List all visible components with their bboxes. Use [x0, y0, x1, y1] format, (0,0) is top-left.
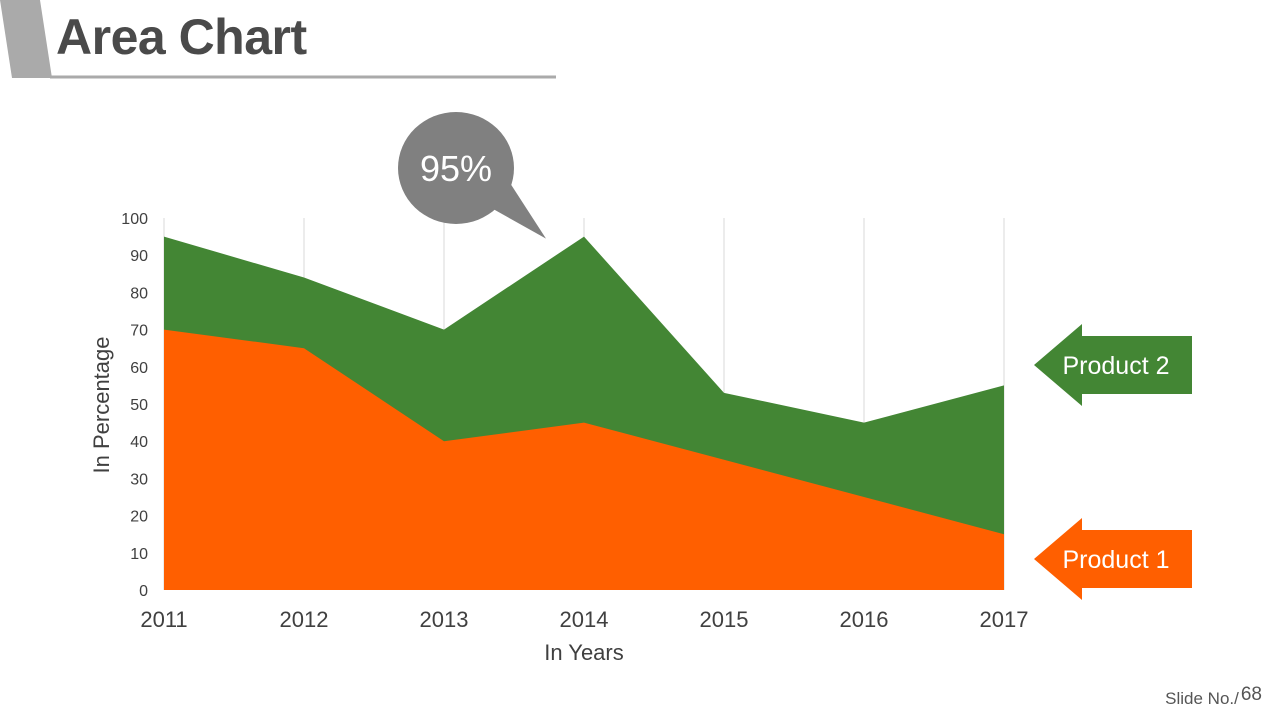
legend-arrow-product-1 — [1034, 518, 1192, 600]
callout-value: 95% — [420, 148, 492, 189]
x-tick-label: 2016 — [840, 607, 889, 632]
x-tick-label: 2012 — [280, 607, 329, 632]
x-axis-title: In Years — [544, 640, 624, 665]
y-axis-title: In Percentage — [89, 337, 114, 474]
y-tick-label: 50 — [130, 397, 148, 414]
y-tick-label: 90 — [130, 248, 148, 265]
x-tick-label: 2015 — [700, 607, 749, 632]
legend-label-product-2: Product 2 — [1062, 352, 1169, 380]
y-tick-label: 40 — [130, 434, 148, 451]
legend-arrow-product-2 — [1034, 324, 1192, 406]
y-tick-label: 20 — [130, 509, 148, 526]
callout-bubble — [398, 112, 514, 224]
title-accent-shape — [0, 0, 556, 79]
y-tick-label: 30 — [130, 471, 148, 488]
y-tick-label: 0 — [139, 583, 148, 600]
x-tick-label: 2011 — [140, 607, 187, 632]
slide-title: Area Chart — [56, 9, 307, 65]
legend-label-product-1: Product 1 — [1062, 546, 1169, 574]
y-tick-label: 100 — [121, 211, 148, 228]
slide-number: Slide No./68 — [1165, 684, 1262, 710]
title-tab-slant — [0, 0, 52, 78]
area-product-1 — [164, 329, 1004, 590]
y-tick-label: 10 — [130, 546, 148, 563]
slide-number-value: 68 — [1240, 684, 1262, 705]
y-tick-label: 70 — [130, 323, 148, 340]
x-tick-label: 2014 — [560, 607, 609, 632]
x-tick-label: 2017 — [980, 607, 1029, 632]
x-tick-label: 2013 — [420, 607, 469, 632]
y-tick-label: 80 — [130, 285, 148, 302]
y-tick-label: 60 — [130, 360, 148, 377]
slide-number-label: Slide No./ — [1165, 689, 1239, 708]
